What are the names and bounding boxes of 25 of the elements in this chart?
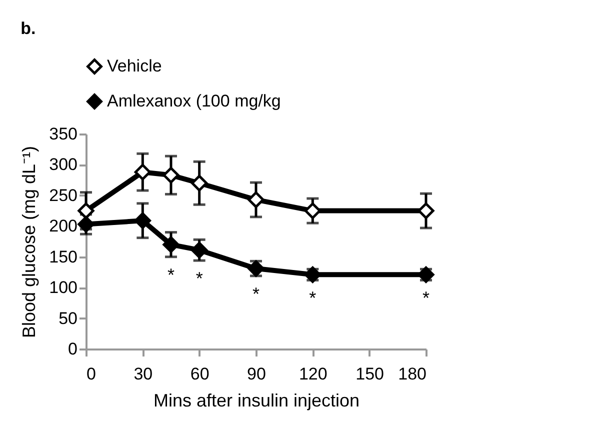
annotation: * — [252, 284, 260, 304]
annotation: * — [309, 288, 316, 308]
annotation: * — [422, 288, 430, 308]
x-tick-label: 60 — [190, 364, 210, 384]
y-tick-label: 300 — [49, 155, 78, 174]
y-tick-label: 150 — [49, 247, 78, 266]
legend-label: Vehicle — [107, 56, 162, 76]
annotation: * — [167, 264, 175, 285]
x-tick-label: 180 — [398, 364, 426, 384]
annotation: * — [196, 268, 203, 289]
x-tick-label: 30 — [134, 364, 153, 384]
x-tick-label: 150 — [356, 364, 384, 384]
x-tick-label: 120 — [298, 364, 328, 384]
y-tick-label: 50 — [58, 308, 78, 328]
y-tick-label: 200 — [49, 216, 78, 236]
y-tick-label: 0 — [68, 340, 78, 358]
y-tick-label: 250 — [49, 186, 78, 205]
chart-title: b. — [20, 19, 36, 38]
y-axis-title: Blood glucose (mg dL⁻¹) — [19, 146, 40, 338]
y-tick-label: 100 — [49, 278, 78, 298]
x-tick-label: 0 — [86, 364, 96, 384]
x-tick-label: 90 — [247, 364, 266, 384]
x-axis-title: Mins after insulin injection — [153, 390, 360, 410]
legend-label: Amlexanox (100 mg/kg — [107, 92, 281, 110]
y-tick-label: 350 — [49, 124, 78, 144]
